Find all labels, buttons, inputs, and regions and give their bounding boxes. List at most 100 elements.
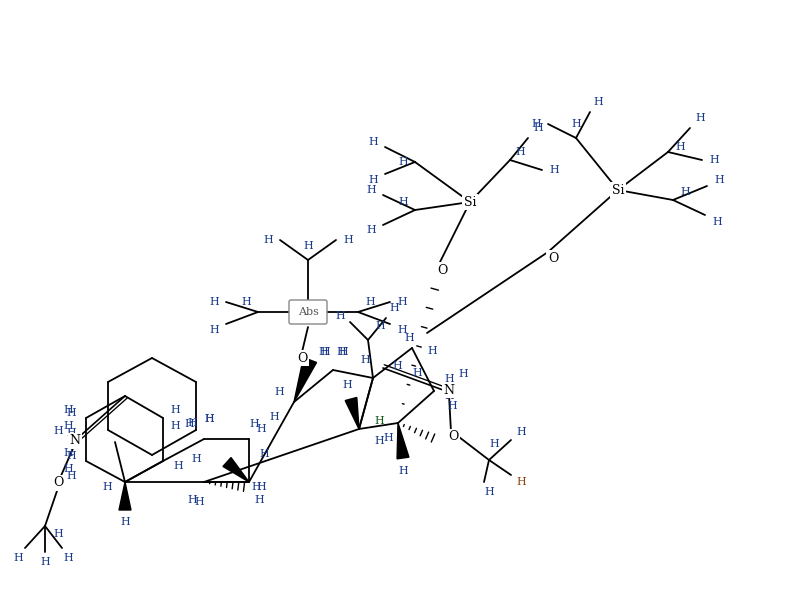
Polygon shape xyxy=(345,398,359,429)
Text: O: O xyxy=(448,431,458,444)
Text: H: H xyxy=(365,297,375,307)
Text: H: H xyxy=(695,113,705,123)
Text: H: H xyxy=(489,439,498,449)
Text: H: H xyxy=(709,155,719,165)
Text: H: H xyxy=(549,165,559,175)
Text: H: H xyxy=(404,333,414,343)
Text: O: O xyxy=(53,477,63,490)
Text: H: H xyxy=(251,482,261,492)
Text: H: H xyxy=(458,369,468,379)
Text: H: H xyxy=(383,433,393,443)
Text: H: H xyxy=(170,405,180,415)
Text: H: H xyxy=(343,235,353,245)
Polygon shape xyxy=(294,358,317,402)
Text: H: H xyxy=(714,175,724,185)
Text: H: H xyxy=(412,368,422,378)
Text: H: H xyxy=(342,380,352,390)
Text: H: H xyxy=(53,426,63,436)
Text: H: H xyxy=(374,436,384,446)
Text: H: H xyxy=(194,497,204,507)
Text: H: H xyxy=(184,419,194,429)
Text: H: H xyxy=(256,424,266,434)
Text: H: H xyxy=(209,297,219,307)
Text: H: H xyxy=(66,408,76,418)
Text: H: H xyxy=(66,451,76,461)
Text: H: H xyxy=(187,418,197,428)
Text: H: H xyxy=(191,454,201,464)
Text: O: O xyxy=(437,264,447,277)
Text: H: H xyxy=(66,471,76,481)
Text: H: H xyxy=(63,405,73,415)
Text: H: H xyxy=(102,482,112,492)
Text: H: H xyxy=(254,495,264,505)
Text: H: H xyxy=(368,137,378,147)
Text: H: H xyxy=(66,428,76,438)
Text: H: H xyxy=(269,412,279,422)
Text: H: H xyxy=(53,529,63,539)
Text: N: N xyxy=(70,434,81,447)
Text: H: H xyxy=(533,123,543,133)
Text: O: O xyxy=(297,352,307,365)
Text: H: H xyxy=(675,142,685,152)
Text: H: H xyxy=(444,391,454,401)
Text: O: O xyxy=(547,251,559,264)
Text: H: H xyxy=(336,347,346,357)
Text: H: H xyxy=(375,321,385,331)
Text: H: H xyxy=(712,217,722,227)
Text: H: H xyxy=(320,347,330,357)
Text: H: H xyxy=(318,347,328,357)
Text: H: H xyxy=(63,421,73,431)
Text: Si: Si xyxy=(464,195,476,208)
Text: H: H xyxy=(444,374,454,384)
Text: H: H xyxy=(259,449,269,459)
Text: H: H xyxy=(374,416,384,426)
Polygon shape xyxy=(223,458,249,482)
Text: H: H xyxy=(680,187,690,197)
Text: H: H xyxy=(398,466,408,476)
Text: H: H xyxy=(515,147,525,157)
Text: H: H xyxy=(303,241,313,251)
Text: H: H xyxy=(392,361,402,371)
Text: H: H xyxy=(209,325,219,335)
Text: H: H xyxy=(516,427,526,437)
Text: H: H xyxy=(335,311,345,321)
Text: H: H xyxy=(63,464,73,474)
Text: H: H xyxy=(274,387,284,397)
Text: H: H xyxy=(443,390,453,400)
Text: H: H xyxy=(593,97,603,107)
Text: H: H xyxy=(360,355,370,365)
Text: H: H xyxy=(338,347,348,357)
Text: H: H xyxy=(63,553,73,563)
Polygon shape xyxy=(119,482,131,510)
Text: H: H xyxy=(204,414,214,424)
Text: N: N xyxy=(443,384,454,396)
FancyBboxPatch shape xyxy=(289,300,327,324)
Text: H: H xyxy=(63,448,73,458)
Text: H: H xyxy=(170,421,180,431)
Text: H: H xyxy=(531,119,541,129)
Polygon shape xyxy=(397,423,409,459)
Text: H: H xyxy=(40,557,50,567)
Text: H: H xyxy=(516,477,526,487)
Text: H: H xyxy=(366,225,376,235)
Text: H: H xyxy=(120,517,130,527)
Text: H: H xyxy=(484,487,494,497)
Text: H: H xyxy=(13,553,23,563)
Text: Abs: Abs xyxy=(298,307,318,317)
Text: H: H xyxy=(187,495,197,505)
Text: H: H xyxy=(366,185,376,195)
Text: H: H xyxy=(256,482,266,492)
Text: H: H xyxy=(173,461,182,471)
Text: H: H xyxy=(397,325,407,335)
Text: H: H xyxy=(447,401,457,411)
Text: H: H xyxy=(427,346,437,356)
Text: H: H xyxy=(397,297,407,307)
Text: H: H xyxy=(389,303,399,313)
Text: H: H xyxy=(249,419,259,429)
Text: H: H xyxy=(263,235,273,245)
Text: H: H xyxy=(204,414,214,424)
Text: H: H xyxy=(368,175,378,185)
Text: H: H xyxy=(571,119,581,129)
Text: H: H xyxy=(241,297,251,307)
Text: H: H xyxy=(398,157,408,167)
